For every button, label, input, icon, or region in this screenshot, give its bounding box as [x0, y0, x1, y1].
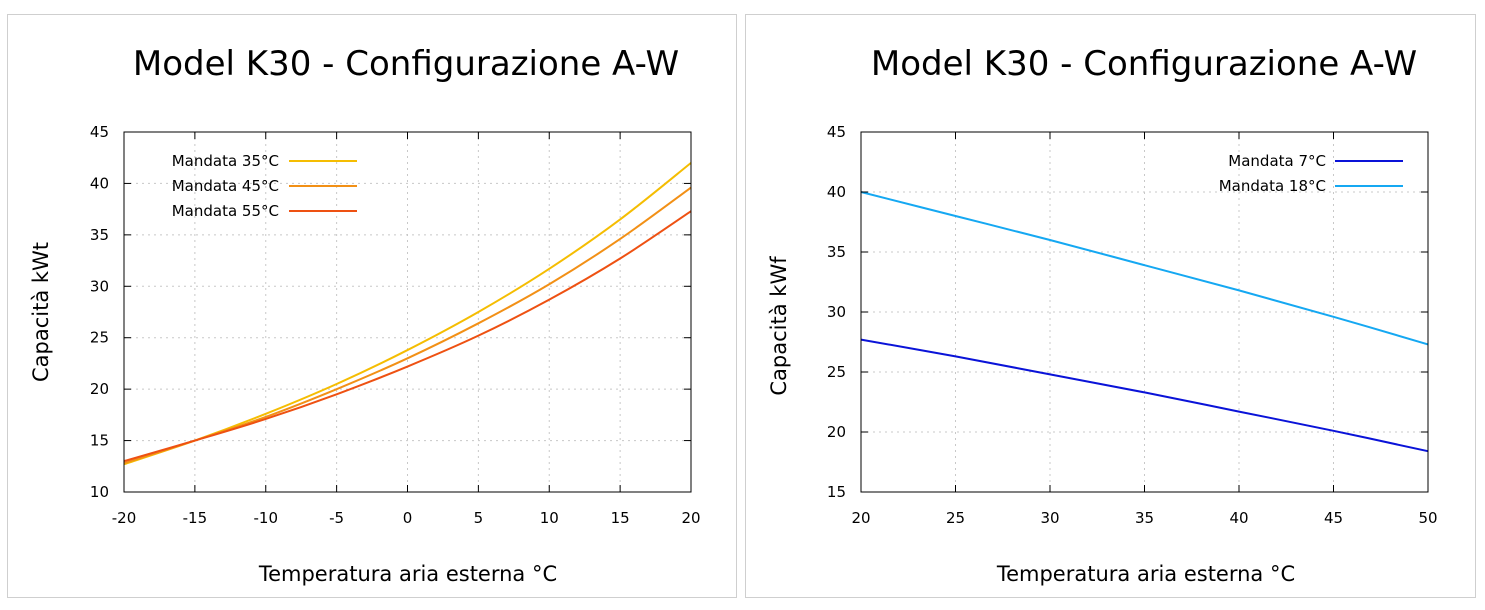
axes: 20 25 30 35 40 45 50 15 20 25 30 35 40 45: [827, 123, 1438, 527]
y-tick-label: 20: [90, 380, 109, 398]
series-line-1: [860, 338, 1429, 453]
legend-label: Mandata 35°C: [172, 152, 279, 170]
y-tick-label: 45: [90, 123, 109, 141]
x-tick-label: 30: [1040, 509, 1059, 527]
x-tick-label: 10: [540, 509, 559, 527]
y-tick-label: 35: [90, 226, 109, 244]
legend-label: Mandata 45°C: [172, 177, 279, 195]
chart-title: Model K30 - Configurazione A-W: [133, 44, 679, 84]
x-axis-label: Temperatura aria esterna °C: [258, 562, 557, 586]
x-axis-label: Temperatura aria esterna °C: [996, 562, 1295, 586]
chart-title: Model K30 - Configurazione A-W: [871, 44, 1417, 84]
y-tick-label: 25: [827, 363, 846, 381]
y-tick-label: 40: [90, 174, 109, 192]
series-line-2: [860, 191, 1429, 346]
x-tick-label: 20: [681, 509, 700, 527]
x-tick-label: 15: [611, 509, 630, 527]
grid: [861, 132, 1428, 492]
y-tick-label: 30: [827, 303, 846, 321]
legend: Mandata 7°C Mandata 18°C: [1219, 152, 1403, 195]
x-tick-label: -5: [329, 509, 344, 527]
heating-capacity-chart: Model K30 - Configurazione A-W Temperatu…: [29, 44, 701, 586]
y-axis-label: Capacità kWf: [767, 256, 791, 396]
x-tick-label: 20: [851, 509, 870, 527]
legend-label: Mandata 7°C: [1228, 152, 1326, 170]
legend-label: Mandata 55°C: [172, 202, 279, 220]
series-lines: [123, 162, 692, 466]
x-tick-label: -15: [183, 509, 208, 527]
y-tick-label: 10: [90, 483, 109, 501]
y-tick-label: 45: [827, 123, 846, 141]
legend: Mandata 35°C Mandata 45°C Mandata 55°C: [172, 152, 357, 220]
x-tick-label: -20: [112, 509, 137, 527]
y-tick-label: 20: [827, 423, 846, 441]
chart-panel-cooling: Model K30 - Configurazione A-W Temperatu…: [745, 14, 1476, 598]
y-axis-label: Capacità kWt: [29, 242, 53, 382]
y-tick-label: 40: [827, 183, 846, 201]
series-line-3: [123, 210, 692, 463]
axes: -20 -15 -10 -5 0 5 10 15 20 10 15 20 25 30 35 40 45: [90, 123, 701, 527]
x-tick-label: 5: [474, 509, 484, 527]
x-tick-label: 0: [403, 509, 413, 527]
legend-label: Mandata 18°C: [1219, 177, 1326, 195]
cooling-capacity-chart: Model K30 - Configurazione A-W Temperatu…: [767, 44, 1438, 586]
y-tick-label: 30: [90, 277, 109, 295]
x-tick-label: 25: [946, 509, 965, 527]
chart-panel-heating: Model K30 - Configurazione A-W Temperatu…: [7, 14, 737, 598]
y-tick-label: 15: [90, 432, 109, 450]
x-tick-label: 40: [1229, 509, 1248, 527]
x-tick-label: 50: [1418, 509, 1437, 527]
x-tick-label: -10: [254, 509, 279, 527]
y-tick-label: 35: [827, 243, 846, 261]
x-tick-label: 45: [1324, 509, 1343, 527]
series-lines: [860, 191, 1429, 453]
y-tick-label: 15: [827, 483, 846, 501]
y-tick-label: 25: [90, 329, 109, 347]
x-tick-label: 35: [1135, 509, 1154, 527]
